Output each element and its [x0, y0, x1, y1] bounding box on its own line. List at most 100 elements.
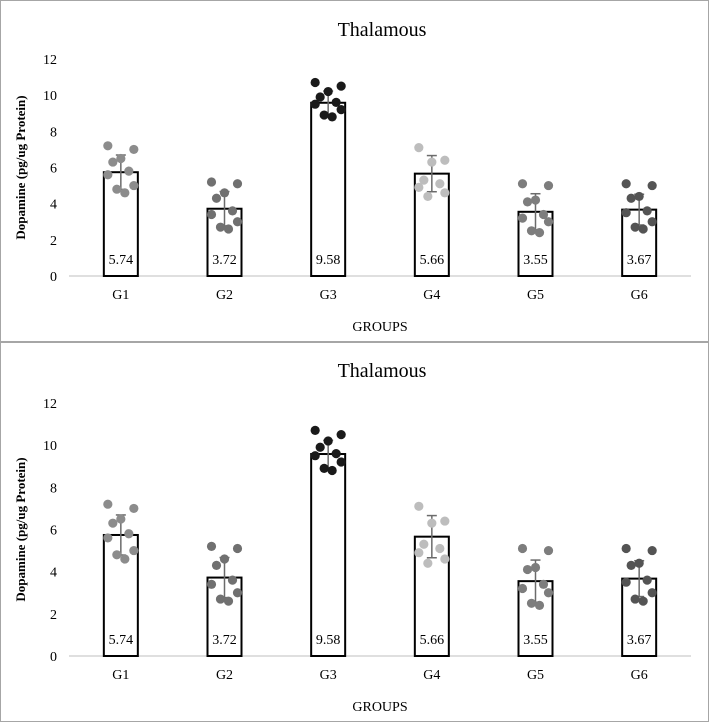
data-point — [543, 180, 554, 191]
data-point — [129, 503, 139, 514]
data-point — [634, 191, 644, 202]
y-tick-label: 0 — [50, 270, 57, 285]
y-tick-label: 10 — [43, 439, 57, 454]
data-point — [315, 442, 325, 452]
data-point — [232, 217, 243, 227]
data-point — [427, 157, 437, 167]
data-point — [647, 545, 657, 556]
data-point — [440, 516, 450, 526]
data-point — [116, 153, 126, 164]
x-tick-label: G5 — [527, 288, 544, 303]
data-point — [642, 206, 652, 216]
data-point — [129, 144, 139, 155]
data-point — [534, 228, 545, 238]
y-tick-label: 8 — [50, 481, 57, 496]
y-tick-label: 8 — [50, 125, 57, 140]
data-point — [435, 543, 445, 554]
data-point — [440, 155, 450, 165]
data-point — [423, 558, 433, 568]
data-point — [215, 594, 226, 604]
bar-value-label: 3.55 — [523, 253, 548, 268]
data-point — [638, 224, 648, 234]
data-point — [232, 179, 243, 189]
data-point — [626, 193, 636, 203]
y-tick-label: 12 — [43, 53, 57, 68]
data-point — [647, 180, 657, 191]
data-point — [108, 518, 118, 528]
chart-panel-bottom: Thalamous Dopamine (pg/ug Protein) 0 2 4 6 8 10… — [0, 342, 709, 722]
data-point — [526, 226, 537, 236]
x-tick-label: G1 — [112, 668, 129, 683]
y-tick-label: 0 — [50, 650, 57, 665]
x-tick-label: G4 — [423, 288, 440, 303]
data-point — [517, 583, 528, 594]
bar-value-label: 5.74 — [109, 633, 134, 648]
data-point — [310, 99, 320, 109]
data-point — [621, 577, 631, 587]
bar-value-label: 3.67 — [627, 633, 652, 648]
y-tick-label: 2 — [50, 234, 57, 249]
data-point — [227, 206, 238, 216]
bar-value-label: 3.72 — [212, 253, 237, 268]
data-point — [543, 588, 554, 598]
data-point — [219, 188, 230, 198]
data-point — [440, 188, 450, 198]
data-point — [124, 166, 134, 176]
chart-bottom-svg: Thalamous Dopamine (pg/ug Protein) 0 2 4 6 8 10… — [13, 360, 691, 715]
bar-value-label: 3.72 — [212, 633, 237, 648]
chart-panel-top: Thalamous Dopamine (pg/ug Protein) 0 2 4 6 8 10… — [0, 0, 709, 342]
data-point — [414, 143, 424, 153]
y-tick-label: 4 — [50, 566, 57, 581]
data-point — [211, 193, 222, 203]
data-point — [327, 112, 337, 122]
data-point — [647, 217, 657, 227]
data-point — [215, 222, 226, 232]
data-point — [630, 594, 640, 604]
data-point — [634, 558, 644, 568]
data-point — [103, 499, 113, 509]
data-point — [206, 541, 217, 551]
data-point — [517, 213, 528, 223]
y-tick-label: 10 — [43, 89, 57, 104]
x-tick-label: G2 — [216, 668, 233, 683]
data-point — [530, 195, 541, 205]
data-point — [331, 97, 341, 107]
data-point — [129, 180, 139, 191]
x-tick-label: G1 — [112, 288, 129, 303]
data-point — [526, 598, 537, 608]
y-axis-label: Dopamine (pg/ug Protein) — [13, 457, 28, 601]
bar-value-label: 5.66 — [420, 633, 445, 648]
bar — [310, 453, 347, 657]
data-point — [310, 425, 320, 436]
data-point — [315, 92, 325, 102]
bar-value-label: 9.58 — [316, 253, 341, 268]
data-point — [626, 560, 636, 570]
data-point — [310, 77, 320, 88]
x-axis-label: GROUPS — [352, 700, 407, 715]
x-tick-label: G5 — [527, 668, 544, 683]
chart-title: Thalamous — [338, 19, 427, 41]
data-point — [223, 596, 234, 606]
data-point — [543, 545, 554, 556]
data-point — [440, 554, 450, 564]
data-point — [129, 545, 139, 556]
data-point — [103, 533, 113, 543]
y-tick-label: 4 — [50, 198, 57, 213]
x-tick-label: G3 — [320, 288, 337, 303]
bar-value-label: 3.55 — [523, 633, 548, 648]
data-point — [522, 197, 533, 207]
data-point — [211, 560, 222, 570]
data-point — [112, 184, 122, 194]
data-point — [336, 457, 346, 467]
data-point — [621, 543, 631, 554]
y-axis-label: Dopamine (pg/ug Protein) — [13, 95, 28, 239]
data-point — [331, 449, 341, 459]
data-point — [423, 191, 433, 202]
y-tick-label: 6 — [50, 162, 57, 177]
chart-title: Thalamous — [338, 360, 427, 382]
data-point — [630, 222, 640, 232]
data-point — [538, 579, 549, 589]
data-point — [638, 596, 648, 606]
data-point — [414, 501, 424, 511]
bar-value-label: 9.58 — [316, 633, 341, 648]
